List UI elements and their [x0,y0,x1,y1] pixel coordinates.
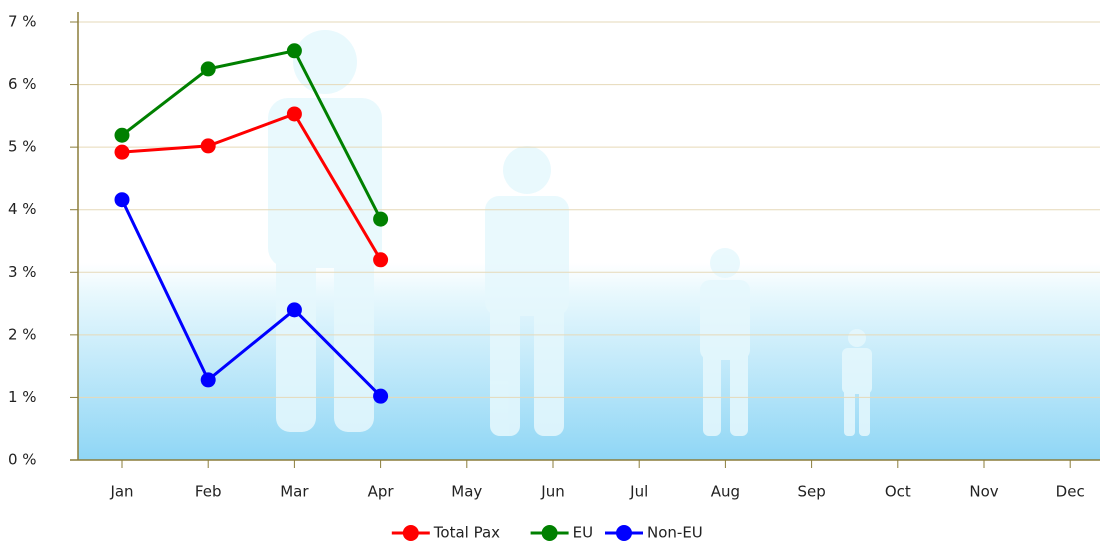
data-point [201,138,216,153]
data-point [287,302,302,317]
x-tick-label: Apr [368,483,395,501]
data-point [115,128,130,143]
x-tick-label: Nov [969,483,998,501]
x-tick-label: Jun [540,483,564,501]
data-point [373,212,388,227]
legend-label: Total Pax [433,524,500,542]
y-tick-label: 0 % [8,451,37,469]
data-point [373,252,388,267]
plot-background [78,22,1100,460]
x-tick-label: Jul [629,483,648,501]
x-tick-label: Sep [797,483,825,501]
legend-marker [403,525,419,541]
x-tick-label: May [451,483,482,501]
x-tick-label: Jan [109,483,133,501]
y-tick-label: 3 % [8,263,37,281]
legend-label: Non-EU [647,524,703,542]
y-tick-label: 2 % [8,325,37,343]
page: {"chart_data": {"type": "line", "categor… [0,0,1108,549]
x-tick-label: Feb [195,483,222,501]
y-tick-label: 7 % [8,13,37,31]
x-tick-label: Oct [885,483,911,501]
legend-label: EU [573,524,593,542]
data-point [115,192,130,207]
x-tick-label: Mar [280,483,309,501]
y-tick-label: 6 % [8,75,37,93]
chart: 0 % 1 % 2 % 3 % 4 % 5 % 6 % 7 % Jan Feb Mar Apr May J… [0,0,1108,549]
x-tick-label: Aug [711,483,740,501]
data-point [373,389,388,404]
data-point [115,145,130,160]
data-point [201,61,216,76]
x-tick-label: Dec [1056,483,1085,501]
data-point [287,43,302,58]
y-tick-label: 1 % [8,388,37,406]
legend-marker [616,525,632,541]
data-point [201,372,216,387]
data-point [287,106,302,121]
y-tick-label: 5 % [8,138,37,156]
legend-marker [542,525,558,541]
y-tick-label: 4 % [8,200,37,218]
